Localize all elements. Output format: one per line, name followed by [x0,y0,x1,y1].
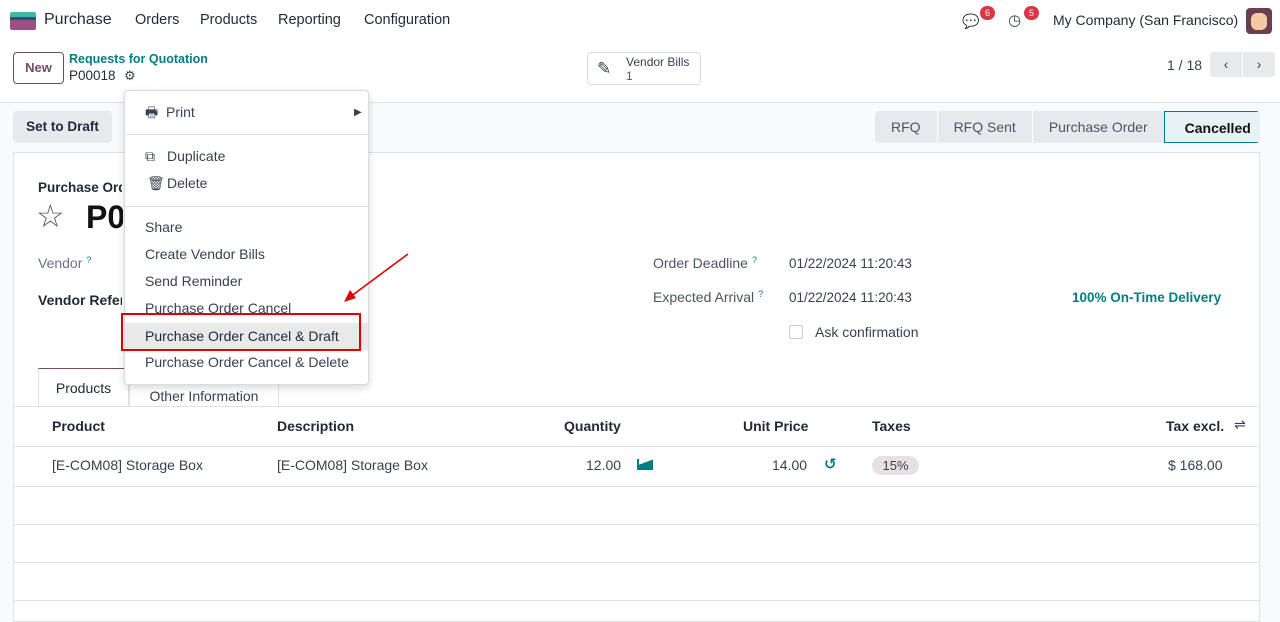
history-icon[interactable]: ↺ [824,456,837,473]
forecast-chart-icon[interactable] [637,459,653,470]
messages-icon[interactable]: 💬 [962,13,980,29]
menu-orders[interactable]: Orders [135,12,180,28]
menu-share[interactable]: Share [145,219,183,235]
cell-description[interactable]: [E-COM08] Storage Box [277,457,428,473]
pager-next-button[interactable]: › [1243,52,1275,77]
status-bar: RFQ RFQ Sent Purchase Order Cancelled [875,111,1260,143]
star-icon[interactable]: ☆ [36,198,65,234]
stage-purchase-order[interactable]: Purchase Order [1031,111,1164,143]
breadcrumb-rfq[interactable]: Requests for Quotation [69,52,208,66]
help-icon: ? [86,255,92,265]
edit-icon: ✎ [597,59,612,78]
trash-icon: 🗑 [147,175,165,191]
menu-create-vendor-bills[interactable]: Create Vendor Bills [145,246,265,262]
col-quantity[interactable]: Quantity [564,418,621,434]
help-icon: ? [751,255,757,265]
purchase-app-icon[interactable] [10,12,36,30]
menu-po-cancel[interactable]: Purchase Order Cancel [145,300,292,316]
actions-dropdown-menu: 🖶 Print ▶ ⧉ Duplicate 🗑 Delete Share Cre… [124,90,369,385]
top-navbar: Purchase Orders Products Reporting Confi… [0,0,1280,42]
cell-unit-price[interactable]: 14.00 [772,457,808,473]
app-name[interactable]: Purchase [44,11,112,28]
stage-rfq-sent[interactable]: RFQ Sent [936,111,1032,143]
menu-print[interactable]: Print [166,104,195,120]
order-deadline-label: Order Deadline [653,255,748,271]
printer-icon: 🖶 [145,104,159,120]
cell-product[interactable]: [E-COM08] Storage Box [52,457,203,473]
menu-products[interactable]: Products [200,12,258,28]
menu-po-cancel-delete[interactable]: Purchase Order Cancel & Delete [145,354,349,370]
vendor-bills-count: 1 [626,69,633,83]
vendor-bills-label: Vendor Bills [626,55,690,69]
menu-configuration[interactable]: Configuration [364,12,451,28]
tax-badge[interactable]: 15% [872,456,919,475]
vendor-label: Vendor [38,255,83,271]
stage-cancelled[interactable]: Cancelled [1163,111,1260,143]
menu-po-cancel-draft[interactable]: Purchase Order Cancel & Draft [145,328,339,344]
pager-previous-button[interactable]: ‹ [1210,52,1242,77]
order-deadline-value[interactable]: 01/22/2024 11:20:43 [789,256,912,271]
expected-arrival-label: Expected Arrival [653,289,755,305]
new-button[interactable]: New [13,52,64,84]
set-to-draft-button[interactable]: Set to Draft [13,111,112,143]
annotation-arrow-icon [344,253,409,302]
tab-products[interactable]: Products [38,368,129,407]
record-name: P00018 [69,68,116,83]
vendor-label-group: Vendor ? [38,255,91,272]
col-taxes[interactable]: Taxes [872,418,911,434]
vendor-bills-button[interactable]: ✎ Vendor Bills 1 [587,52,701,85]
copy-icon: ⧉ [145,148,155,164]
on-time-delivery: 100% On-Time Delivery [1072,290,1222,305]
expected-arrival-label-group: Expected Arrival ? [653,289,763,306]
caret-right-icon: ▶ [354,107,362,118]
col-product[interactable]: Product [52,418,105,434]
form-title: P0 [86,199,123,235]
user-avatar[interactable] [1246,8,1272,34]
activities-badge: 5 [1024,6,1040,20]
ask-confirmation-label: Ask confirmation [815,324,919,340]
company-switcher[interactable]: My Company (San Francisco) [1053,12,1239,28]
ask-confirmation-checkbox[interactable] [789,325,803,339]
cell-subtotal: $ 168.00 [1168,457,1223,473]
cell-quantity[interactable]: 12.00 [586,457,622,473]
col-description[interactable]: Description [277,418,355,434]
menu-po-cancel-draft-row[interactable] [125,323,368,350]
pager-value[interactable]: 1 / 18 [1167,57,1203,73]
optional-columns-icon[interactable]: ⇌ [1234,416,1246,432]
activities-icon[interactable]: ◷ [1008,12,1022,29]
gear-icon[interactable]: ⚙ [124,68,136,83]
vendor-reference-label: Vendor Refer [38,292,122,308]
messages-badge: 6 [980,6,996,20]
form-type-label: Purchase Ord [38,180,122,195]
col-tax-excl[interactable]: Tax excl. [1166,418,1225,434]
menu-send-reminder[interactable]: Send Reminder [145,273,243,289]
menu-duplicate[interactable]: Duplicate [167,148,226,164]
order-deadline-label-group: Order Deadline ? [653,255,757,272]
expected-arrival-value[interactable]: 01/22/2024 11:20:43 [789,290,912,305]
menu-delete[interactable]: Delete [167,175,208,191]
stage-rfq[interactable]: RFQ [891,119,921,135]
menu-reporting[interactable]: Reporting [278,12,341,28]
highlight-box [121,313,361,351]
help-icon: ? [758,289,764,299]
col-unit-price[interactable]: Unit Price [743,418,809,434]
